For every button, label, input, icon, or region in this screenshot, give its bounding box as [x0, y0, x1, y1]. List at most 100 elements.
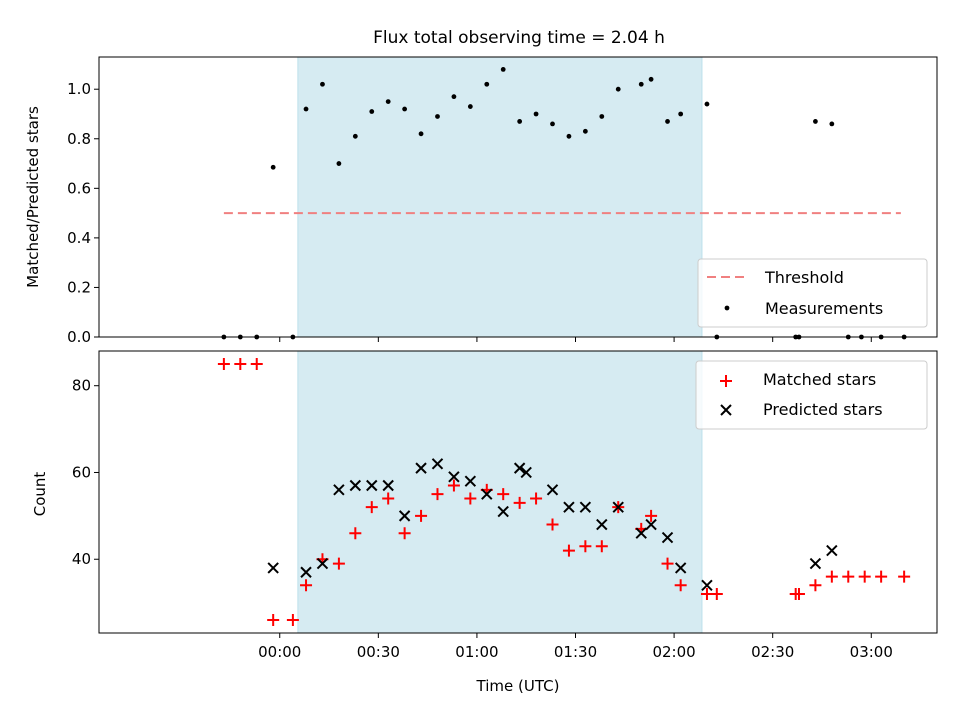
measurement-point-28 [678, 111, 684, 117]
predicted-star-point-2 [316, 557, 329, 570]
top-ytick-label-0: 0.0 [67, 328, 91, 346]
measurement-point-23 [599, 114, 605, 119]
predicted-star-point-19 [596, 518, 608, 531]
bottom-legend-box [695, 360, 928, 430]
predicted-star-point-17 [563, 501, 575, 513]
measurement-point-5 [303, 106, 309, 112]
bottom-observing-span [297, 350, 703, 634]
legend-measurements-swatch [724, 305, 730, 311]
measurement-point-26 [648, 76, 654, 82]
measurement-point-34 [829, 121, 835, 127]
legend-threshold-label: Threshold [764, 268, 844, 287]
matched-star-point-17 [497, 488, 510, 501]
predicted-star-point-21 [635, 527, 647, 539]
bottom-ytick-label-0: 40 [72, 550, 91, 568]
measurement-point-22 [582, 128, 588, 134]
xtick-label-6: 03:00 [850, 643, 893, 661]
bottom-plot-frame [98, 350, 938, 634]
measurement-point-27 [665, 119, 670, 124]
matched-star-point-2 [250, 358, 263, 371]
predicted-star-point-9 [431, 458, 444, 470]
measurement-point-6 [320, 81, 325, 87]
predicted-star-point-6 [382, 479, 394, 492]
matched-star-point-38 [898, 570, 911, 583]
matched-star-point-22 [579, 540, 592, 553]
predicted-star-point-4 [349, 479, 362, 492]
top-ytick-label-1: 0.2 [67, 278, 91, 296]
matched-star-point-4 [286, 613, 299, 626]
matched-star-point-35 [842, 570, 855, 583]
legend-matched-label: Matched stars [763, 370, 876, 389]
top-ytick-label-5: 1.0 [67, 80, 91, 98]
predicted-star-point-5 [366, 479, 378, 492]
xtick-label-4: 02:00 [652, 643, 695, 661]
measurement-point-25 [638, 81, 644, 87]
matched-star-point-12 [415, 509, 428, 522]
matched-star-point-20 [546, 518, 559, 531]
matched-star-point-34 [825, 570, 838, 583]
xtick-label-1: 00:30 [357, 643, 400, 661]
top-legend-box [697, 258, 928, 328]
top-panel: 0.0 0.2 0.4 0.6 0.8 1.0 Matched/Predicted sta… [24, 56, 938, 346]
predicted-star-point-12 [481, 488, 493, 500]
matched-star-point-23 [595, 540, 608, 553]
matched-star-point-7 [332, 557, 345, 570]
measurement-point-33 [813, 119, 818, 124]
x-axis-label: Time (UTC) [476, 677, 560, 695]
predicted-star-point-16 [546, 484, 559, 496]
xtick-label-0: 00:00 [258, 643, 301, 661]
measurement-point-19 [533, 111, 539, 117]
matched-star-point-11 [398, 527, 411, 540]
matched-star-point-27 [661, 557, 674, 570]
matched-star-point-36 [858, 570, 871, 583]
predicted-star-point-0 [267, 562, 279, 574]
top-ytick-label-4: 0.8 [67, 130, 91, 148]
predicted-star-point-20 [612, 501, 624, 513]
bottom-panel: 40 60 80 00:00 00:30 01:00 01:30 02:00 02:30 03:… [31, 350, 938, 695]
predicted-star-point-3 [333, 484, 345, 496]
predicted-star-point-14 [513, 462, 526, 474]
matched-star-point-32 [792, 587, 805, 600]
matched-star-point-18 [513, 496, 526, 509]
matched-star-point-13 [431, 488, 444, 501]
xtick-label-5: 02:30 [751, 643, 794, 661]
bottom-legend: Matched stars Predicted stars [695, 360, 928, 430]
xtick-label-3: 01:30 [554, 643, 597, 661]
predicted-star-point-23 [661, 531, 674, 544]
predicted-star-point-27 [826, 544, 838, 557]
measurement-point-21 [566, 133, 572, 139]
matched-star-point-1 [234, 358, 247, 371]
measurement-point-9 [369, 109, 375, 114]
bottom-ytick-label-2: 80 [72, 377, 91, 395]
xtick-label-2: 01:00 [455, 643, 498, 661]
measurement-point-17 [500, 66, 506, 72]
measurement-point-14 [451, 94, 457, 100]
predicted-star-point-25 [701, 579, 713, 591]
legend-predicted-swatch [720, 404, 732, 416]
measurement-point-29 [704, 101, 710, 107]
matched-star-point-0 [217, 358, 230, 371]
predicted-star-point-15 [520, 466, 532, 479]
matched-star-point-28 [674, 579, 687, 592]
matched-star-point-26 [645, 509, 658, 522]
predicted-star-point-22 [645, 518, 657, 531]
matched-star-point-9 [365, 501, 378, 514]
top-ytick-label-2: 0.4 [67, 229, 91, 247]
predicted-star-point-1 [300, 566, 312, 578]
chart-title: Flux total observing time = 2.04 h [373, 28, 665, 48]
top-plot-frame [98, 56, 938, 338]
measurement-point-12 [418, 131, 424, 137]
legend-measurements-label: Measurements [765, 299, 883, 318]
top-observing-span [297, 56, 703, 338]
measurement-point-16 [484, 81, 490, 87]
matched-star-point-14 [447, 479, 460, 492]
measurement-point-7 [336, 161, 342, 166]
bottom-y-axis-label: Count [31, 472, 49, 517]
matched-star-point-15 [464, 492, 477, 505]
top-legend: Threshold Measurements [697, 258, 928, 328]
predicted-star-point-8 [415, 462, 427, 474]
legend-matched-swatch [720, 375, 732, 387]
measurement-point-18 [517, 119, 523, 124]
matched-star-point-21 [562, 544, 575, 557]
